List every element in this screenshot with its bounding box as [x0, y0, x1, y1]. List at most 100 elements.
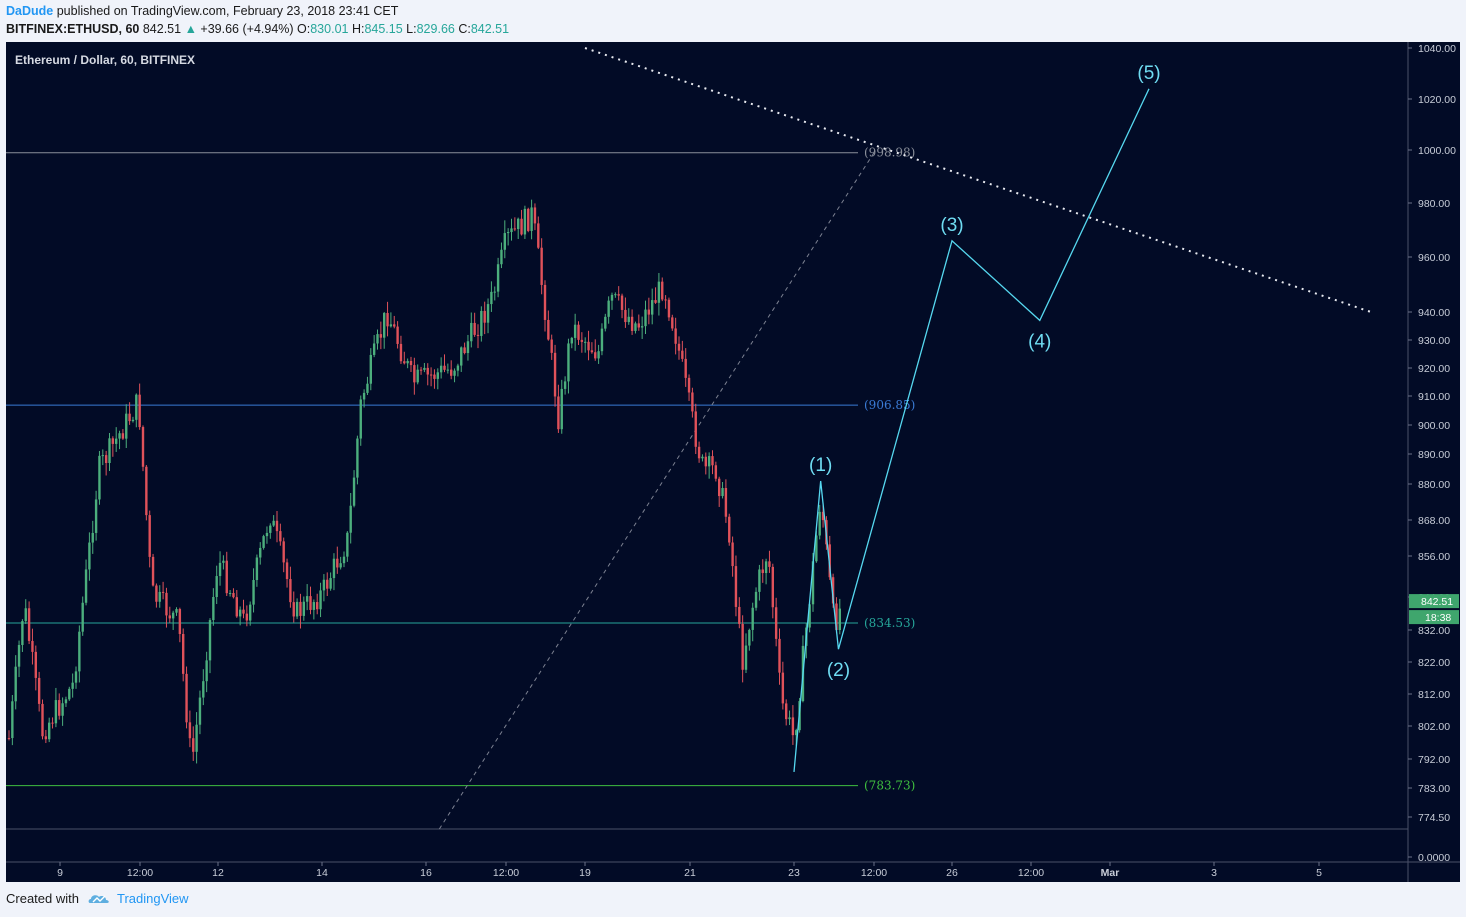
candle-body — [141, 427, 145, 467]
candle-body — [580, 339, 584, 342]
candle-body — [175, 609, 178, 613]
candle-body — [34, 651, 37, 678]
candle-body — [128, 413, 131, 422]
candle-body — [326, 579, 329, 589]
candle-body — [694, 411, 697, 447]
candle-body — [212, 596, 215, 621]
candle-body — [198, 697, 202, 725]
price-tick-label: 812.00 — [1418, 689, 1450, 701]
candle-body — [94, 499, 98, 533]
candle-body — [691, 392, 694, 412]
tradingview-link[interactable]: TradingView — [116, 891, 189, 906]
candle-body — [774, 607, 778, 639]
candle-body — [17, 644, 21, 667]
candle-body — [470, 322, 473, 342]
candle-body — [503, 233, 506, 250]
candle-body — [346, 532, 349, 557]
candle-body — [667, 299, 671, 318]
candle-body — [811, 561, 815, 605]
candle-body — [168, 615, 171, 619]
candle-body — [336, 558, 339, 568]
candle-body — [553, 352, 557, 397]
candle-body — [426, 367, 429, 375]
price-tick-label: 1000.00 — [1418, 145, 1456, 157]
candle-body — [272, 520, 275, 526]
candle-body — [399, 343, 403, 362]
candle-body — [506, 232, 510, 234]
candle-body — [51, 722, 54, 724]
candle-body — [342, 556, 346, 564]
high-value: 845.15 — [364, 22, 403, 36]
time-tick-label: 12:00 — [493, 867, 519, 879]
candle-body — [289, 579, 292, 603]
price-tick-label: 910.00 — [1418, 391, 1450, 403]
candle-body — [151, 556, 155, 586]
candle-body — [600, 328, 604, 352]
candle-body — [366, 383, 369, 393]
candle-body — [446, 369, 450, 371]
candle-body — [547, 319, 550, 340]
close-label: C: — [458, 22, 471, 36]
candle-body — [44, 736, 48, 740]
candle-body — [731, 542, 734, 567]
candle-body — [305, 596, 309, 602]
candle-body — [245, 613, 249, 621]
candle-body — [91, 532, 94, 543]
candle-body — [386, 313, 389, 327]
candle-body — [178, 609, 182, 635]
candle-body — [292, 602, 295, 617]
candle-body — [450, 369, 453, 376]
candle-body — [419, 369, 423, 371]
candle-body — [664, 299, 667, 301]
time-tick-label: 26 — [946, 867, 958, 879]
candle-body — [285, 562, 289, 580]
candle-body — [165, 592, 168, 616]
candle-body — [429, 374, 433, 376]
candle-body — [500, 249, 503, 265]
candle-body — [654, 300, 657, 303]
author-link[interactable]: DaDude — [6, 4, 54, 18]
candle-body — [758, 569, 761, 592]
candle-body — [557, 396, 560, 430]
created-with-text: Created with — [6, 891, 79, 906]
candle-body — [413, 365, 416, 383]
candle-body — [161, 591, 165, 593]
candle-body — [54, 700, 58, 724]
candle-body — [466, 341, 470, 354]
candle-body — [349, 505, 352, 533]
candle-body — [185, 673, 188, 723]
footer: Created with TradingView — [6, 891, 189, 906]
price-tick-label: 980.00 — [1418, 198, 1450, 210]
candle-body — [661, 281, 664, 300]
candle-body — [517, 218, 520, 230]
chart-area[interactable]: Ethereum / Dollar, 60, BITFINEX 1040.00 10… — [6, 42, 1460, 882]
candle-body — [674, 328, 677, 344]
candle-body — [741, 623, 744, 670]
time-tick-label: Mar — [1101, 867, 1120, 879]
candle-body — [232, 593, 235, 598]
candle-body — [383, 313, 386, 338]
price-tick-label: 920.00 — [1418, 363, 1450, 375]
candle-body — [711, 456, 714, 466]
candle-body — [265, 532, 269, 537]
candle-body — [302, 601, 305, 616]
candle-body — [171, 612, 175, 619]
candle-body — [145, 466, 148, 516]
candle-body — [48, 722, 51, 740]
chart-svg[interactable]: Ethereum / Dollar, 60, BITFINEX1040.0010… — [6, 42, 1460, 882]
price-tick-label: 1040.00 — [1418, 43, 1456, 55]
candle-body — [242, 609, 245, 614]
candle-body — [620, 295, 624, 310]
candle-body — [550, 339, 553, 353]
candle-body — [436, 372, 439, 379]
time-tick-label: 12:00 — [1018, 867, 1044, 879]
candle-body — [610, 294, 614, 301]
candle-body — [108, 438, 111, 464]
candle-body — [111, 438, 115, 444]
candle-body — [701, 456, 704, 459]
wave-label: (4) — [1028, 331, 1051, 352]
level-label: (998.98) — [864, 146, 915, 160]
candle-body — [403, 361, 406, 364]
candle-body — [808, 604, 811, 628]
